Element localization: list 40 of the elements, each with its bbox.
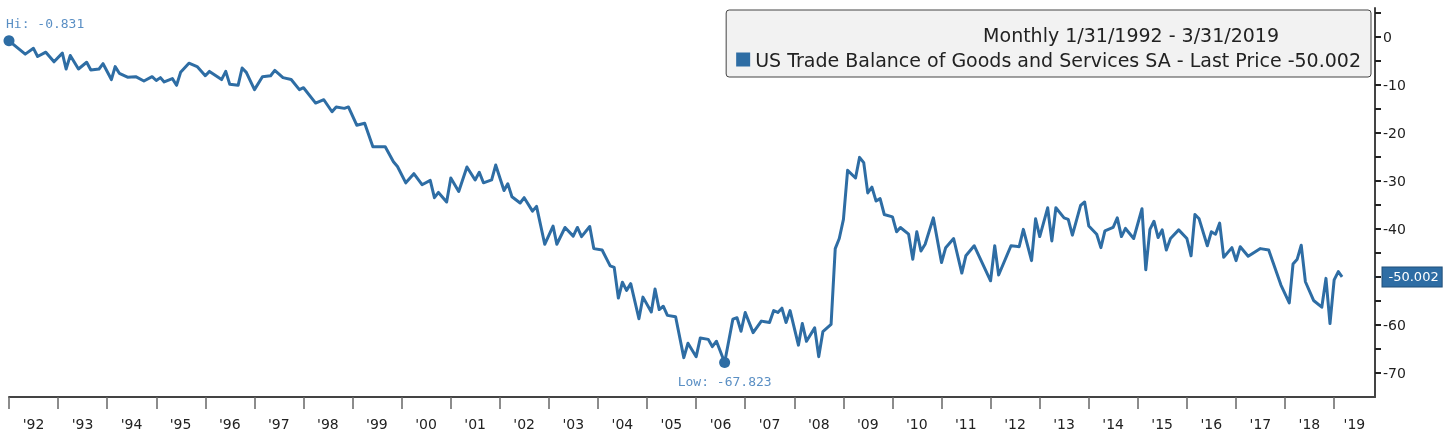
x-tick-label: '93 bbox=[71, 416, 94, 432]
x-tick-label: '12 bbox=[1004, 416, 1026, 432]
x-tick-label: '06 bbox=[709, 416, 732, 432]
annotation: -50.002 bbox=[1388, 269, 1439, 285]
y-tick-label: -70 bbox=[1383, 364, 1406, 381]
x-tick-label: '98 bbox=[317, 416, 339, 432]
x-tick-label: '92 bbox=[22, 416, 45, 432]
x-tick-label: '16 bbox=[1200, 416, 1223, 432]
x-tick-label: '17 bbox=[1249, 416, 1272, 432]
x-tick-label: '13 bbox=[1053, 416, 1075, 432]
x-tick-label: '04 bbox=[611, 416, 634, 432]
x-tick-label: '19 bbox=[1343, 416, 1366, 432]
x-tick-label: '14 bbox=[1102, 416, 1125, 432]
x-tick-label: '94 bbox=[120, 416, 143, 432]
y-tick-label: -40 bbox=[1383, 220, 1406, 237]
x-tick-label: '09 bbox=[856, 416, 879, 432]
x-tick-label: '99 bbox=[366, 416, 388, 432]
x-tick-label: '15 bbox=[1151, 416, 1173, 432]
x-tick-label: '01 bbox=[464, 416, 486, 432]
x-tick-label: '11 bbox=[955, 416, 977, 432]
y-tick-label: -60 bbox=[1383, 316, 1406, 333]
legend-label: US Trade Balance of Goods and Services SA - Last Price -50.002 bbox=[755, 48, 1362, 71]
legend-title: Monthly 1/31/1992 - 3/31/2019 bbox=[983, 23, 1280, 46]
x-tick-label: '07 bbox=[758, 416, 781, 432]
x-tick-label: '10 bbox=[905, 416, 928, 432]
x-tick-label: '02 bbox=[513, 416, 536, 432]
annotation: Hi: -0.831 bbox=[6, 16, 85, 32]
x-tick-label: '18 bbox=[1298, 416, 1321, 432]
x-tick-label: '95 bbox=[169, 416, 192, 432]
x-tick-label: '96 bbox=[218, 416, 241, 432]
annotation: Low: -67.823 bbox=[677, 374, 772, 390]
y-tick-label: -10 bbox=[1383, 76, 1406, 93]
x-tick-label: '05 bbox=[660, 416, 683, 432]
x-tick-label: '00 bbox=[415, 416, 437, 432]
y-tick-label: -30 bbox=[1383, 172, 1406, 189]
y-tick-label: -20 bbox=[1383, 124, 1406, 141]
x-tick-label: '08 bbox=[807, 416, 830, 432]
y-tick-label: 0 bbox=[1383, 28, 1392, 45]
x-tick-label: '03 bbox=[562, 416, 585, 432]
x-tick-label: '97 bbox=[267, 416, 290, 432]
